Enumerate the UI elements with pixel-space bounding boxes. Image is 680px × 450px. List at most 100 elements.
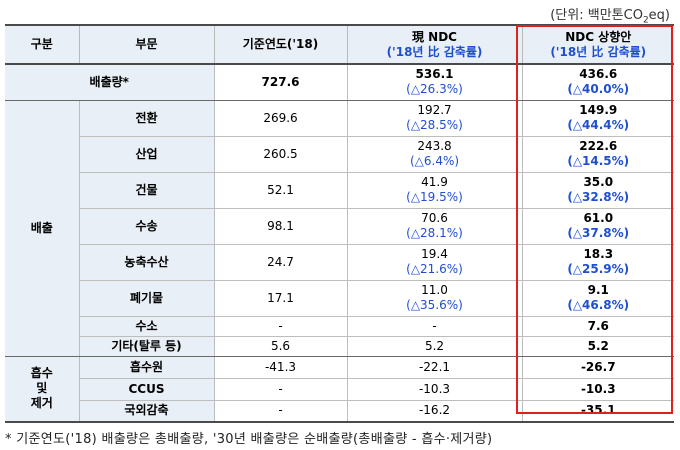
absorption-group-line: 및 xyxy=(36,381,48,396)
emission-row: 산업 260.5 243.8 (△6.4%) 222.6 (△14.5%) xyxy=(5,135,674,173)
current-value: -16.2 xyxy=(346,399,523,423)
header-category: 구분 xyxy=(5,24,80,65)
sector-name: 흡수원 xyxy=(78,355,215,379)
footnote: * 기준연도('18) 배출량은 총배출량, '30년 배출량은 순배출량(총배… xyxy=(5,432,493,447)
absorption-group-line: 제거 xyxy=(30,396,53,411)
current-pct: (△28.1%) xyxy=(406,226,463,240)
current-value: 192.7 xyxy=(417,103,452,117)
base-value: - xyxy=(213,399,348,423)
new-value: 149.9 xyxy=(579,103,618,117)
emission-row: 수송 98.1 70.6 (△28.1%) 61.0 (△37.8%) xyxy=(5,207,674,245)
sector-name: 수소 xyxy=(79,315,215,337)
current-cell: 243.8 (△6.4%) xyxy=(346,135,523,173)
unit-suffix: eq) xyxy=(648,8,670,23)
new-value: 9.1 xyxy=(587,283,609,297)
header-sector: 부문 xyxy=(78,24,215,65)
current-pct: (△21.6%) xyxy=(406,262,463,276)
sector-name: 폐기물 xyxy=(79,279,215,317)
sector-name: 전환 xyxy=(78,99,215,137)
header-new-ndc: NDC 상향안 ('18년 比 감축률) xyxy=(521,24,674,65)
total-current-value: 536.1 xyxy=(415,67,454,82)
current-pct: (△19.5%) xyxy=(406,190,463,204)
current-value: 41.9 xyxy=(421,175,448,189)
new-value: -26.7 xyxy=(521,355,674,379)
total-new-pct: (△40.0%) xyxy=(567,82,630,97)
new-value: 5.2 xyxy=(521,335,674,357)
new-value: -10.3 xyxy=(521,377,674,401)
new-value: 18.3 xyxy=(583,247,614,261)
unit-label: (단위: 백만톤CO2eq) xyxy=(550,4,670,26)
base-value: 269.6 xyxy=(213,99,348,137)
current-pct: (△6.4%) xyxy=(409,154,460,168)
new-pct: (△37.8%) xyxy=(567,226,630,240)
current-value: 19.4 xyxy=(421,247,448,261)
header-current-ndc-title: 現 NDC xyxy=(412,29,457,44)
base-value: 17.1 xyxy=(213,279,348,317)
sector-name: 산업 xyxy=(79,135,215,173)
emission-group-label: 배출 xyxy=(5,99,80,357)
total-new-value: 436.6 xyxy=(579,67,618,82)
new-value: -35.1 xyxy=(521,399,674,423)
hydrogen-row: 수소 - - 7.6 xyxy=(5,315,674,337)
total-new: 436.6 (△40.0%) xyxy=(521,63,674,101)
new-value: 35.0 xyxy=(583,175,614,189)
absorption-group-label: 흡수 및 제거 xyxy=(5,355,80,423)
emission-row: 농축수산 24.7 19.4 (△21.6%) 18.3 (△25.9%) xyxy=(5,243,674,281)
new-pct: (△44.4%) xyxy=(567,118,630,132)
new-cell: 61.0 (△37.8%) xyxy=(521,207,674,245)
current-pct: (△35.6%) xyxy=(406,298,463,312)
base-value: 260.5 xyxy=(213,135,348,173)
current-value: -10.3 xyxy=(346,377,523,401)
emission-row: 폐기물 17.1 11.0 (△35.6%) 9.1 (△46.8%) xyxy=(5,279,674,317)
total-current-pct: (△26.3%) xyxy=(406,82,463,97)
header-current-ndc-sub: ('18년 比 감축률) xyxy=(386,44,483,59)
current-cell: 192.7 (△28.5%) xyxy=(346,99,523,137)
header-row: 구분 부문 기준연도('18) 現 NDC ('18년 比 감축률) NDC 상향… xyxy=(5,24,674,65)
new-value: 61.0 xyxy=(583,211,614,225)
current-cell: 41.9 (△19.5%) xyxy=(346,171,523,209)
new-pct: (△25.9%) xyxy=(567,262,630,276)
sector-name: 농축수산 xyxy=(79,243,215,281)
current-value: 5.2 xyxy=(346,335,523,357)
base-value: 98.1 xyxy=(213,207,348,245)
current-value: -22.1 xyxy=(346,355,523,379)
absorption-group-line: 흡수 xyxy=(30,366,53,381)
ndc-table: 구분 부문 기준연도('18) 現 NDC ('18년 比 감축률) NDC 상향… xyxy=(5,24,674,423)
new-cell: 149.9 (△44.4%) xyxy=(521,99,674,137)
current-value: 70.6 xyxy=(421,211,448,225)
base-value: - xyxy=(213,315,348,337)
other-row: 기타(탈루 등) 5.6 5.2 5.2 xyxy=(5,335,674,357)
header-base-year: 기준연도('18) xyxy=(213,24,348,65)
emission-row: 건물 52.1 41.9 (△19.5%) 35.0 (△32.8%) xyxy=(5,171,674,209)
base-value: 52.1 xyxy=(213,171,348,209)
current-value: - xyxy=(346,315,523,337)
current-value: 243.8 xyxy=(417,139,452,153)
absorption-row: 흡수 및 제거 흡수원 -41.3 -22.1 -26.7 xyxy=(5,355,674,423)
total-row: 배출량* 727.6 536.1 (△26.3%) 436.6 (△40.0%) xyxy=(5,63,674,101)
new-pct: (△32.8%) xyxy=(567,190,630,204)
total-label-text: 배출량* xyxy=(89,74,129,89)
current-value: 11.0 xyxy=(421,283,448,297)
sector-name: CCUS xyxy=(79,377,215,401)
current-cell: 70.6 (△28.1%) xyxy=(346,207,523,245)
unit-sub: 2 xyxy=(642,15,649,26)
new-cell: 9.1 (△46.8%) xyxy=(521,279,674,317)
new-pct: (△14.5%) xyxy=(567,154,630,168)
total-base: 727.6 xyxy=(213,63,348,101)
emission-row: 배출 전환 269.6 192.7 (△28.5%) 149.9 (△44.4%) xyxy=(5,99,674,357)
new-cell: 35.0 (△32.8%) xyxy=(521,171,674,209)
current-pct: (△28.5%) xyxy=(406,118,463,132)
current-cell: 19.4 (△21.6%) xyxy=(346,243,523,281)
sector-name: 국외감축 xyxy=(79,399,215,423)
total-current: 536.1 (△26.3%) xyxy=(346,63,523,101)
sector-name: 기타(탈루 등) xyxy=(79,335,215,357)
base-value: - xyxy=(213,377,348,401)
absorption-row: CCUS - -10.3 -10.3 xyxy=(5,377,674,401)
unit-prefix: (단위: 백만톤CO xyxy=(550,8,643,23)
absorption-row: 국외감축 - -16.2 -35.1 xyxy=(5,399,674,423)
header-new-ndc-sub: ('18년 比 감축률) xyxy=(550,44,647,59)
header-new-ndc-title: NDC 상향안 xyxy=(565,29,632,44)
base-value: 24.7 xyxy=(213,243,348,281)
base-value: -41.3 xyxy=(213,355,348,379)
current-cell: 11.0 (△35.6%) xyxy=(346,279,523,317)
